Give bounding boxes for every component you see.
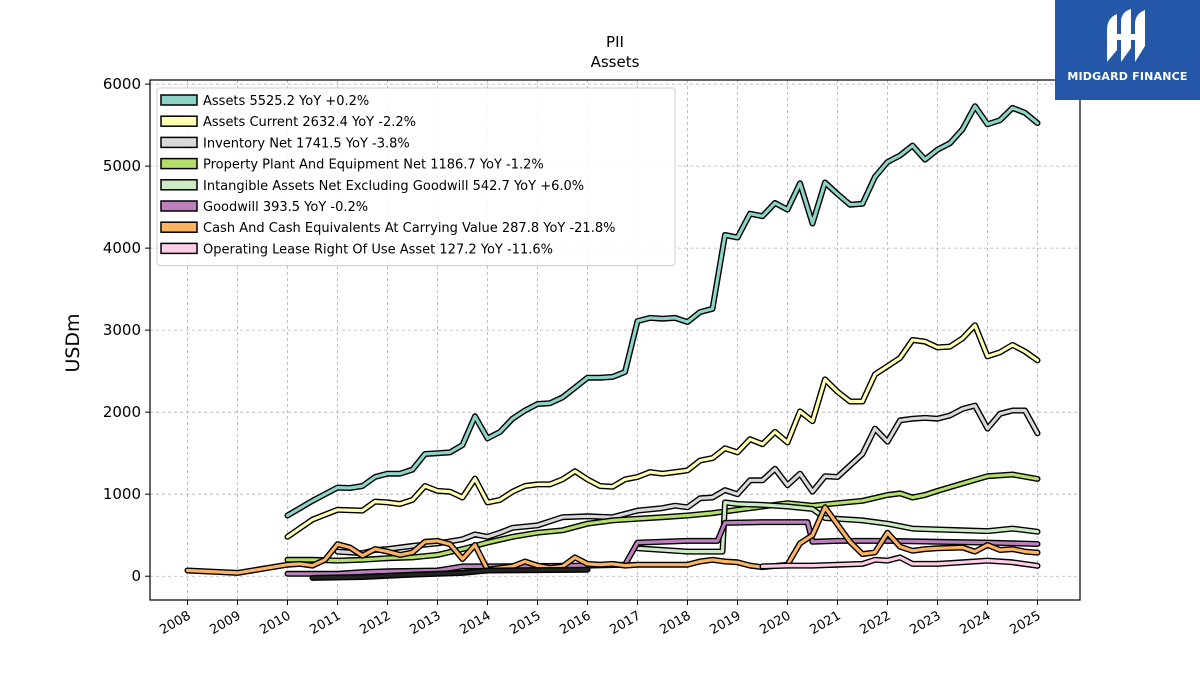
legend-entry: Goodwill 393.5 YoY -0.2% <box>203 200 368 215</box>
legend-entry: Assets 5525.2 YoY +0.2% <box>203 94 369 109</box>
brand-logo: MIDGARD FINANCE <box>1055 0 1200 100</box>
x-tick-label: 2017 <box>607 608 643 638</box>
x-tick-label: 2008 <box>157 608 193 638</box>
plot-frame <box>149 79 1081 601</box>
legend-swatch <box>160 94 198 106</box>
legend-swatch <box>160 115 198 127</box>
x-tick-label: 2020 <box>757 608 793 638</box>
x-tick-label: 2010 <box>257 608 293 638</box>
y-axis-label: USDm <box>62 313 84 372</box>
series-line-property-plant-and-equipment-net <box>285 472 1040 563</box>
series-line-goodwill <box>285 520 1040 576</box>
brand-name: MIDGARD FINANCE <box>1067 70 1188 83</box>
x-tick-label: 2021 <box>807 608 843 638</box>
legend-entry: Operating Lease Right Of Use Asset 127.2… <box>203 242 553 257</box>
legend-swatch <box>160 136 198 149</box>
legend-swatch <box>160 200 198 212</box>
x-tick-label: 2013 <box>407 608 443 638</box>
legend-swatch <box>160 221 198 233</box>
legend-entry: Assets Current 2632.4 YoY -2.2% <box>203 115 416 130</box>
x-tick-label: 2012 <box>357 608 393 638</box>
legend-swatch <box>160 157 198 170</box>
legend-entry: Cash And Cash Equivalents At Carrying Va… <box>203 221 615 236</box>
series-line-inventory-net <box>335 404 1040 555</box>
y-tick-label: 6000 <box>103 75 141 93</box>
x-tick-label: 2023 <box>907 608 943 638</box>
y-tick-label: 0 <box>131 567 141 585</box>
x-tick-label: 2011 <box>307 608 343 638</box>
y-axis-ticks: 0 1000 2000 3000 4000 5000 6000 <box>103 75 150 585</box>
series-line-unlabeled <box>310 568 590 580</box>
series-line-assets-current <box>285 323 1040 539</box>
x-tick-label: 2016 <box>557 608 593 638</box>
x-tick-label: 2015 <box>507 608 543 638</box>
x-tick-label: 2022 <box>857 608 893 638</box>
legend-swatch <box>160 179 198 191</box>
y-tick-label: 4000 <box>103 239 141 257</box>
x-tick-label: 2009 <box>207 608 243 638</box>
x-tick-label: 2018 <box>657 608 693 638</box>
y-tick-label: 3000 <box>103 321 141 339</box>
y-tick-label: 1000 <box>103 485 141 503</box>
x-tick-label: 2025 <box>1007 608 1043 638</box>
legend-entry: Intangible Assets Net Excluding Goodwill… <box>203 179 584 194</box>
chart-subtitle: Assets <box>591 53 640 71</box>
x-axis-ticks: 2008 2009 2010 2011 2012 2013 2014 2015 2016 2017… <box>157 600 1044 638</box>
x-tick-label: 2024 <box>957 608 993 638</box>
legend-frame <box>156 87 676 267</box>
brand-mark-icon <box>1107 9 1145 62</box>
chart-title: PII <box>606 33 624 51</box>
legend-swatch <box>160 242 198 255</box>
x-tick-label: 2014 <box>457 608 493 638</box>
series-lines <box>184 103 1041 581</box>
y-tick-label: 5000 <box>103 157 141 175</box>
legend: Assets 5525.2 YoY +0.2% Assets Current 26… <box>156 87 676 267</box>
series-line-cash-and-cash-equivalents-at-carrying-value <box>185 505 1040 575</box>
y-tick-label: 2000 <box>103 403 141 421</box>
series-line-operating-lease-right-of-use-asset <box>760 555 1040 569</box>
legend-entry: Property Plant And Equipment Net 1186.7 … <box>203 158 544 173</box>
series-line-assets <box>285 104 1040 518</box>
legend-entry: Inventory Net 1741.5 YoY -3.8% <box>203 136 410 151</box>
x-tick-label: 2019 <box>707 608 743 638</box>
